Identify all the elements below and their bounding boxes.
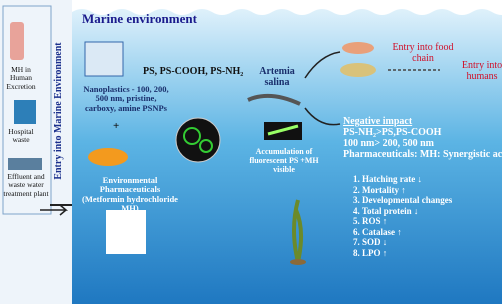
source: Hospital waste <box>2 128 40 145</box>
plant-icon <box>8 158 42 170</box>
effect: 7. SOD ↓ <box>353 237 452 248</box>
molecule-image <box>106 210 146 254</box>
pharmaceuticals: Environmental Pharmaceuticals (Metformin… <box>78 176 182 213</box>
source: MH in Human Excretion <box>2 66 40 91</box>
rock <box>290 259 306 265</box>
graphical-abstract: MH in Human Excretion Hospital waste Eff… <box>0 0 502 304</box>
food-chain: Entry into food chain <box>392 42 454 64</box>
vertical-label: Entry into Marine Environment <box>53 11 64 211</box>
particles: PS, PS-COOH, PS-NH₂ <box>143 66 243 77</box>
humans: Entry into humans <box>456 60 502 82</box>
accumulation: Accumulation of fluorescent PS +MH visib… <box>248 148 320 174</box>
shrimp-icon <box>342 42 374 54</box>
effect: 1. Hatching rate ↓ <box>353 174 452 185</box>
nanoplastics: Nanoplastics - 100, 200, 500 nm, pristin… <box>80 85 172 113</box>
organism: Artemia salina <box>255 66 299 88</box>
impact-line: Pharmaceuticals: MH: Synergistic action <box>343 149 502 160</box>
effect: 8. LPO ↑ <box>353 248 452 259</box>
source: Effluent and waste water treatment plant <box>0 173 52 198</box>
effects-list: 1. Hatching rate ↓2. Mortality ↑3. Devel… <box>353 174 452 258</box>
plus: + <box>113 120 119 132</box>
effect: 3. Developmental changes <box>353 195 452 206</box>
effect: 4. Total protein ↓ <box>353 206 452 217</box>
impact-heading: Negative impact <box>343 116 412 127</box>
effect: 2. Mortality ↑ <box>353 185 452 196</box>
human-icon <box>10 22 24 60</box>
effect: 5. ROS ↑ <box>353 216 452 227</box>
hospital-icon <box>14 100 36 124</box>
bottles-icon <box>85 42 123 76</box>
fish-icon <box>340 63 376 77</box>
title: Marine environment <box>82 12 197 26</box>
effect: 6. Catalase ↑ <box>353 227 452 238</box>
impact-line: PS-NH₂>PS,PS-COOH <box>343 127 441 138</box>
pill-icon <box>88 148 128 166</box>
impact-line: 100 nm> 200, 500 nm <box>343 138 434 149</box>
